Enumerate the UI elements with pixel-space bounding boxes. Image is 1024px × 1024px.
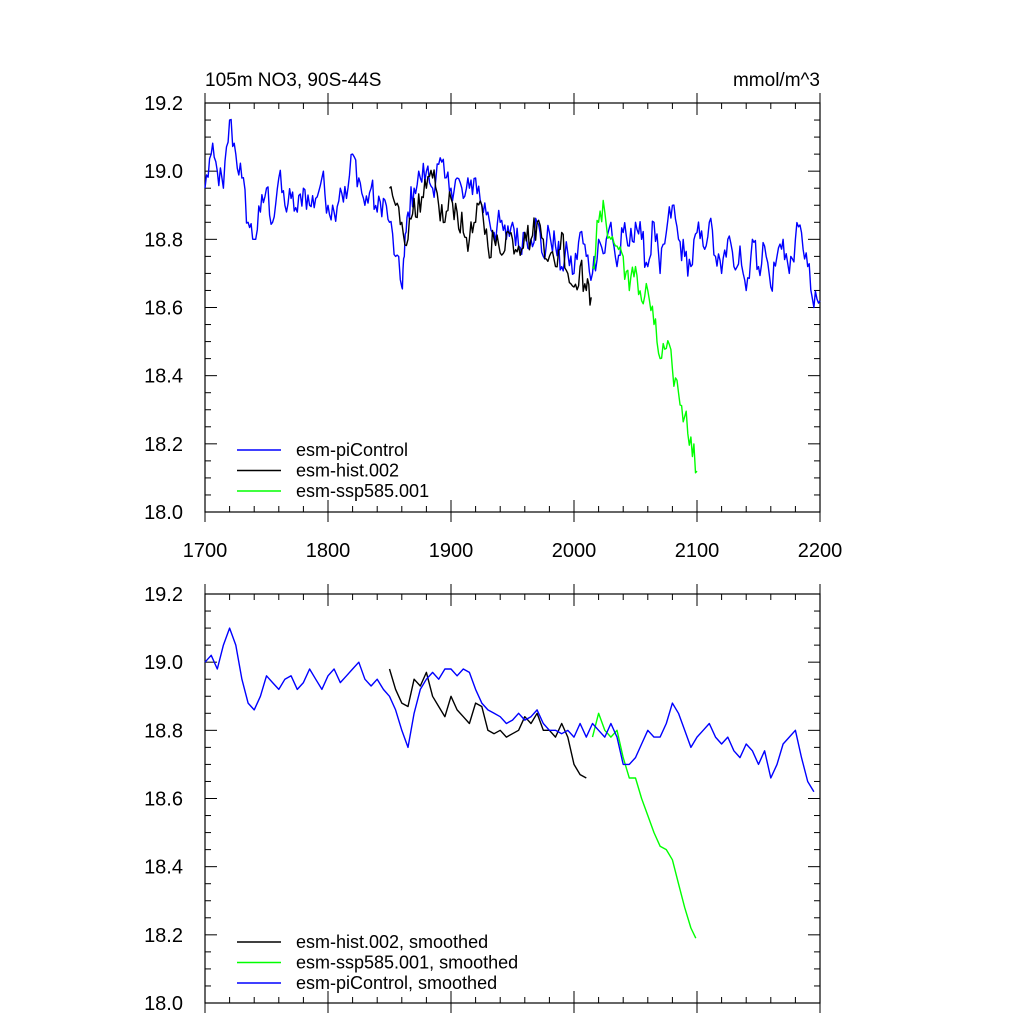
panel-bottom: 18.0 18.2 18.4 18.6 18.8 19.0 19.2 esm-hist.002… <box>144 584 821 1015</box>
series-line-esm-picontrol-smoothed <box>204 627 815 793</box>
series-line-esm-ssp585-001-smoothed <box>591 712 697 939</box>
y-tick-label: 18.2 <box>144 434 183 456</box>
series-line-esm-hist-002-smoothed <box>388 668 587 779</box>
series-line-esm-ssp585-001 <box>591 199 698 474</box>
y-tick-label: 19.2 <box>144 93 183 115</box>
y-tick-label: 18.8 <box>144 229 183 251</box>
legend-label: esm-ssp585.001, smoothed <box>296 953 518 973</box>
x-tick-label: 1800 <box>306 540 351 562</box>
legend-label: esm-ssp585.001 <box>296 481 429 501</box>
y-tick-label: 18.4 <box>144 366 183 388</box>
y-tick-label: 18.4 <box>144 857 183 879</box>
x-tick-label: 1700 <box>183 540 228 562</box>
y-tick-label: 19.2 <box>144 584 183 606</box>
x-tick-label: 1900 <box>429 540 474 562</box>
x-tick-label: 2100 <box>675 540 720 562</box>
y-tick-label: 18.2 <box>144 925 183 947</box>
x-tick-label: 2000 <box>552 540 597 562</box>
series-line-esm-hist-002 <box>389 169 592 306</box>
y-tick-label: 19.0 <box>144 652 183 674</box>
series-line-esm-picontrol <box>204 118 821 309</box>
chart-title: 105m NO3, 90S-44S <box>205 70 381 91</box>
y-tick-label: 18.6 <box>144 298 183 320</box>
chart-units: mmol/m^3 <box>733 70 820 91</box>
x-tick-label: 2200 <box>798 540 843 562</box>
y-tick-label: 19.0 <box>144 161 183 183</box>
y-tick-label: 18.0 <box>144 502 183 524</box>
y-tick-label: 18.8 <box>144 720 183 742</box>
y-tick-label: 18.0 <box>144 993 183 1015</box>
panel-top: 105m NO3, 90S-44S mmol/m^3 18.0 18.2 18.4 1… <box>144 70 842 562</box>
legend-label: esm-hist.002 <box>296 461 399 481</box>
legend-label: esm-piControl, smoothed <box>296 973 497 993</box>
legend-label: esm-hist.002, smoothed <box>296 932 488 952</box>
y-tick-label: 18.6 <box>144 789 183 811</box>
legend-label: esm-piControl <box>296 440 408 460</box>
